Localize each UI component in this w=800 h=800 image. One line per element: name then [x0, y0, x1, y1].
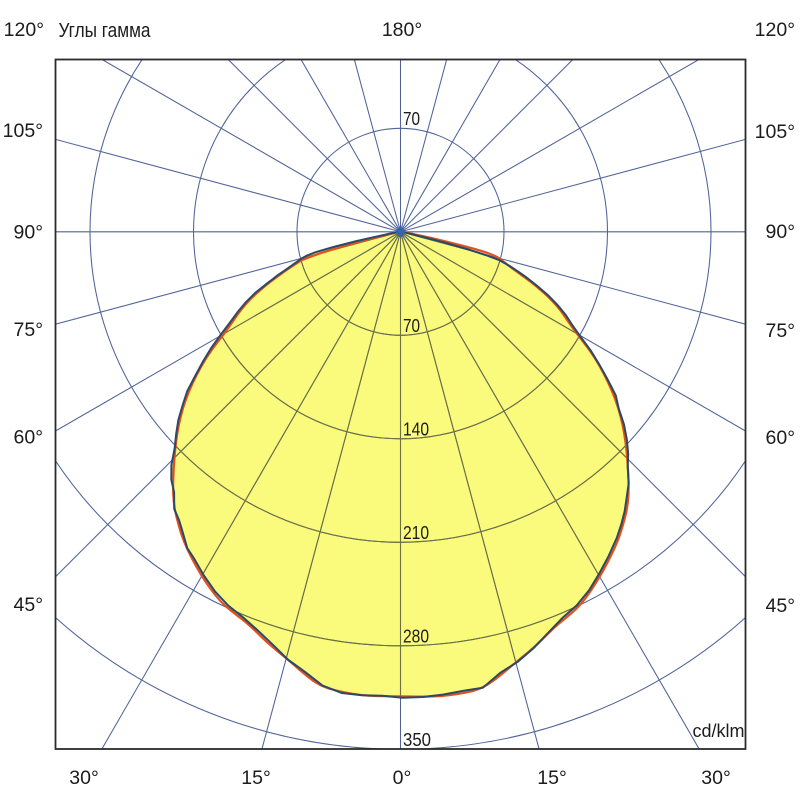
svg-text:120°: 120°	[755, 19, 795, 41]
svg-text:30°: 30°	[69, 767, 99, 789]
svg-text:210: 210	[403, 522, 429, 543]
svg-text:120°: 120°	[4, 19, 44, 41]
svg-text:105°: 105°	[755, 121, 795, 143]
svg-text:30°: 30°	[701, 767, 731, 789]
svg-text:75°: 75°	[766, 320, 796, 342]
svg-text:45°: 45°	[766, 595, 796, 617]
svg-text:70: 70	[403, 108, 420, 129]
svg-text:90°: 90°	[766, 221, 796, 243]
svg-text:cd/klm: cd/klm	[692, 721, 744, 741]
svg-text:0°: 0°	[393, 767, 412, 789]
svg-text:105°: 105°	[3, 120, 43, 142]
svg-text:15°: 15°	[241, 767, 271, 789]
svg-text:15°: 15°	[537, 767, 567, 789]
svg-text:45°: 45°	[14, 594, 44, 616]
svg-text:Углы гамма: Углы гамма	[59, 20, 152, 42]
svg-text:350: 350	[403, 729, 431, 750]
svg-text:140: 140	[403, 418, 429, 439]
svg-text:180°: 180°	[382, 19, 422, 41]
svg-text:60°: 60°	[766, 427, 796, 449]
svg-text:280: 280	[403, 625, 429, 646]
svg-text:75°: 75°	[14, 319, 44, 341]
svg-text:70: 70	[403, 315, 420, 336]
svg-text:60°: 60°	[14, 427, 44, 449]
svg-text:90°: 90°	[14, 222, 44, 244]
